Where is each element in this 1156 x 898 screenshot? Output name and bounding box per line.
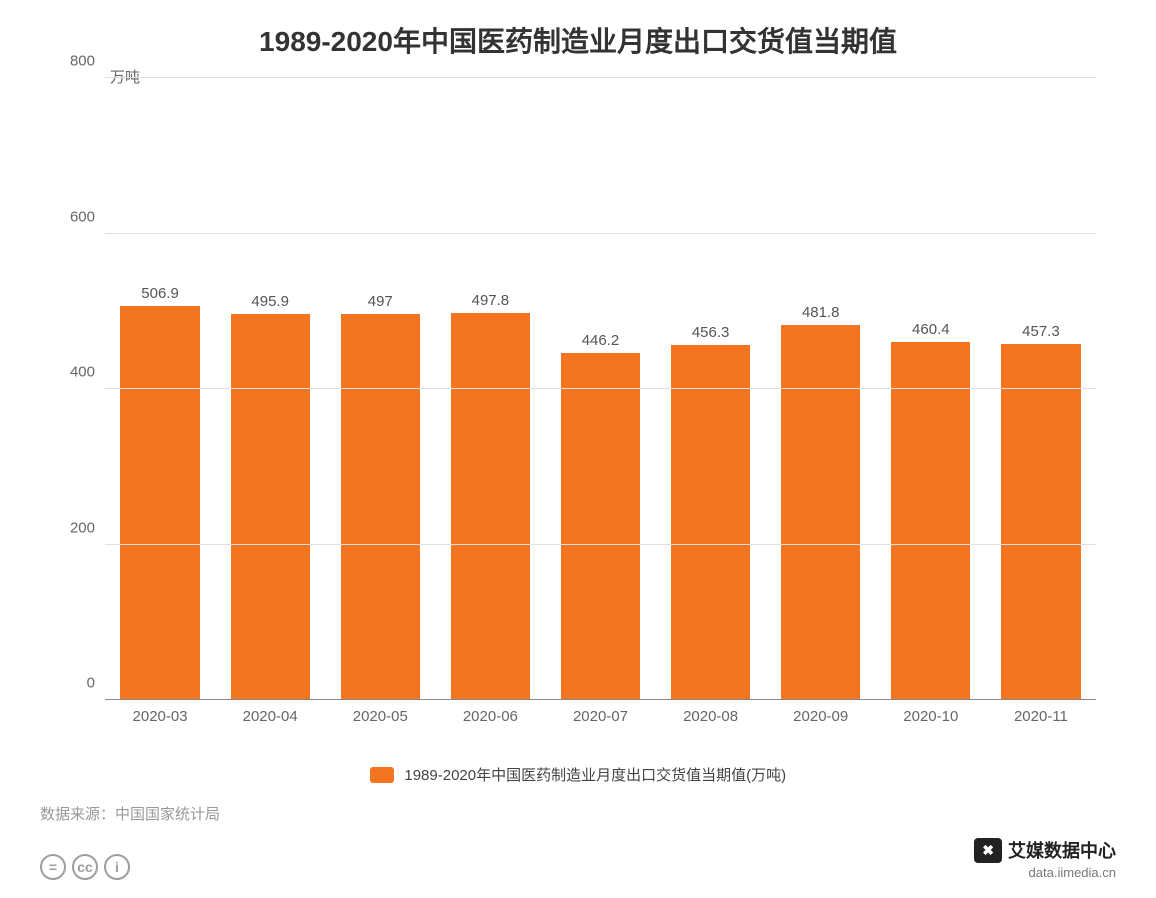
chart-title: 1989-2020年中国医药制造业月度出口交货值当期值	[40, 20, 1116, 60]
bar	[1001, 344, 1080, 700]
y-tick-label: 200	[70, 519, 105, 536]
data-source: 数据来源：中国国家统计局	[40, 803, 1116, 824]
y-tick-label: 600	[70, 208, 105, 225]
bar-slot: 497.82020-06	[435, 78, 545, 700]
x-tick-label: 2020-09	[793, 708, 848, 725]
x-axis-line	[105, 699, 1096, 700]
bar-value-label: 481.8	[802, 304, 840, 321]
brand-badge-icon: ✖	[974, 838, 1002, 863]
legend: 1989-2020年中国医药制造业月度出口交货值当期值(万吨)	[40, 764, 1116, 785]
grid-line	[105, 544, 1096, 545]
bar-slot: 4972020-05	[325, 78, 435, 700]
bar-value-label: 495.9	[251, 293, 289, 310]
cc-icon: i	[104, 854, 130, 880]
brand-url: data.iimedia.cn	[974, 865, 1116, 880]
bars-container: 506.92020-03495.92020-044972020-05497.82…	[105, 78, 1096, 700]
bar-value-label: 497	[368, 293, 393, 310]
y-tick-label: 400	[70, 364, 105, 381]
bar-slot: 481.82020-09	[766, 78, 876, 700]
grid-line	[105, 388, 1096, 389]
brand-block: ✖ 艾媒数据中心 data.iimedia.cn	[974, 837, 1116, 880]
bar	[781, 325, 860, 700]
brand-badge-glyph: ✖	[982, 842, 994, 859]
bar-slot: 495.92020-04	[215, 78, 325, 700]
bar-value-label: 460.4	[912, 321, 950, 338]
plot-area: 506.92020-03495.92020-044972020-05497.82…	[105, 78, 1096, 700]
license-icons: =cci	[40, 854, 130, 880]
x-tick-label: 2020-07	[573, 708, 628, 725]
bar-slot: 460.42020-10	[876, 78, 986, 700]
bar	[341, 314, 420, 700]
x-tick-label: 2020-05	[353, 708, 408, 725]
cc-icon: cc	[72, 854, 98, 880]
bar-slot: 456.32020-08	[656, 78, 766, 700]
bar	[561, 353, 640, 700]
bar	[451, 313, 530, 700]
bar	[231, 314, 310, 700]
bar-value-label: 497.8	[472, 292, 510, 309]
x-tick-label: 2020-08	[683, 708, 738, 725]
cc-icon: =	[40, 854, 66, 880]
grid-line	[105, 233, 1096, 234]
bar-value-label: 446.2	[582, 332, 620, 349]
bar-value-label: 506.9	[141, 285, 179, 302]
x-tick-label: 2020-03	[133, 708, 188, 725]
bar-slot: 457.32020-11	[986, 78, 1096, 700]
x-tick-label: 2020-10	[903, 708, 958, 725]
x-tick-label: 2020-06	[463, 708, 518, 725]
bar-slot: 446.22020-07	[545, 78, 655, 700]
bar-value-label: 456.3	[692, 324, 730, 341]
footer: =cci ✖ 艾媒数据中心 data.iimedia.cn	[40, 837, 1116, 880]
y-tick-label: 800	[70, 53, 105, 70]
bar	[891, 342, 970, 700]
legend-label: 1989-2020年中国医药制造业月度出口交货值当期值(万吨)	[404, 767, 786, 784]
legend-swatch	[370, 767, 394, 783]
x-tick-label: 2020-11	[1014, 708, 1068, 725]
bar-slot: 506.92020-03	[105, 78, 215, 700]
y-tick-label: 0	[87, 675, 105, 692]
grid-line	[105, 77, 1096, 78]
bar	[671, 345, 750, 700]
brand-name: 艾媒数据中心	[1008, 837, 1116, 863]
bar	[120, 306, 199, 700]
bar-value-label: 457.3	[1022, 323, 1060, 340]
chart-area: 万吨 506.92020-03495.92020-044972020-05497…	[40, 70, 1116, 760]
x-tick-label: 2020-04	[243, 708, 298, 725]
